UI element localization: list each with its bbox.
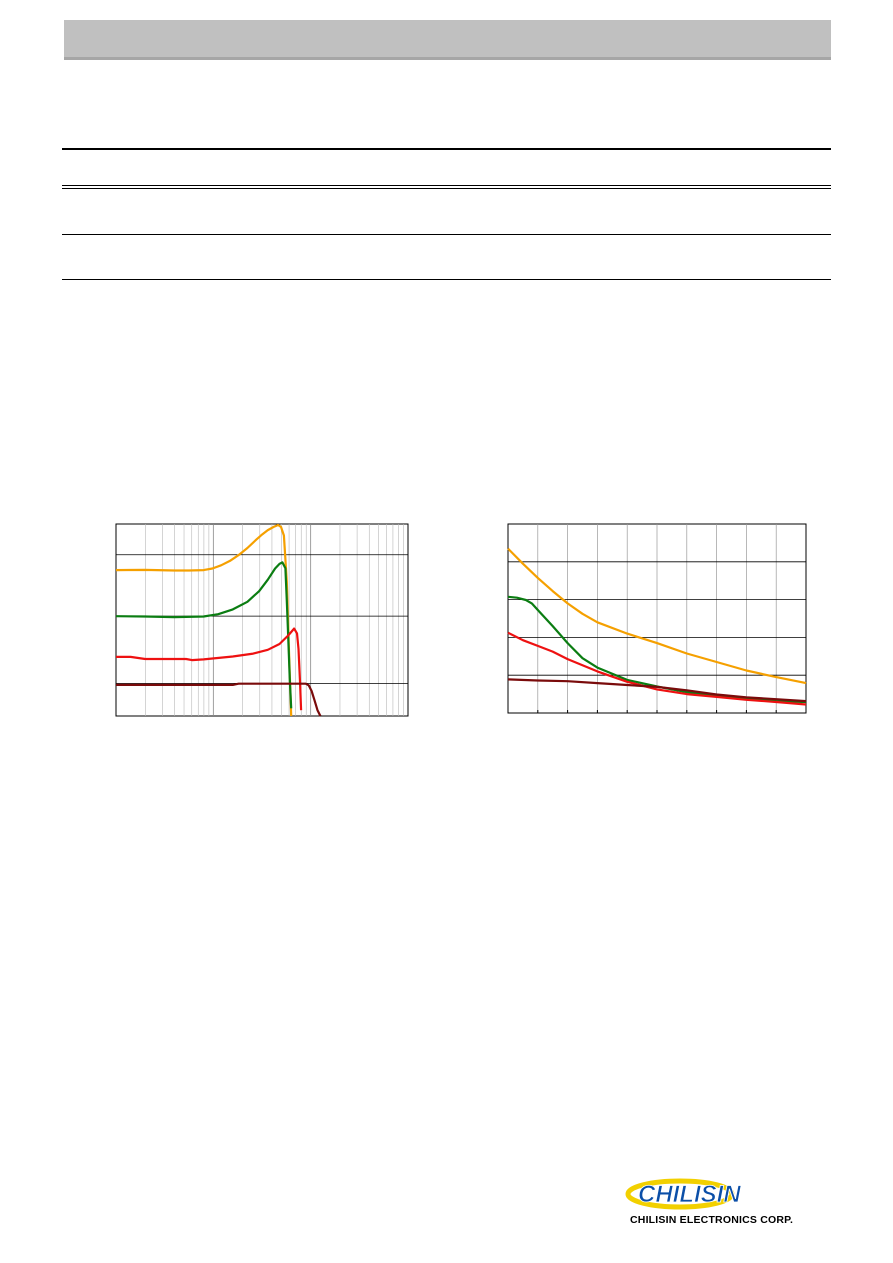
table-rule-bottom (62, 279, 831, 280)
series-line-3 (116, 627, 303, 711)
series-line-1 (507, 547, 807, 685)
chilisin-logo-icon: CHILISIN (625, 1178, 742, 1210)
series-line-3 (507, 631, 807, 706)
company-name: CHILISIN ELECTRONICS CORP. (630, 1214, 794, 1226)
series-line-2 (115, 561, 293, 709)
series-line-1 (115, 523, 293, 717)
logo-wordmark: CHILISIN (638, 1181, 741, 1208)
series-line-4 (116, 682, 322, 717)
company-logo: CHILISIN CHILISIN ELECTRONICS CORP. (620, 1172, 835, 1232)
table-rule-header (62, 185, 831, 186)
table-rule-top (62, 148, 831, 150)
inductance-vs-current-chart (507, 523, 807, 714)
table-rule-header-2 (62, 188, 831, 189)
plot-frame (115, 523, 409, 717)
header-band (64, 20, 831, 60)
inductance-vs-frequency-chart (115, 523, 409, 717)
table-rule-row (62, 234, 831, 235)
series-line-4 (507, 678, 807, 703)
